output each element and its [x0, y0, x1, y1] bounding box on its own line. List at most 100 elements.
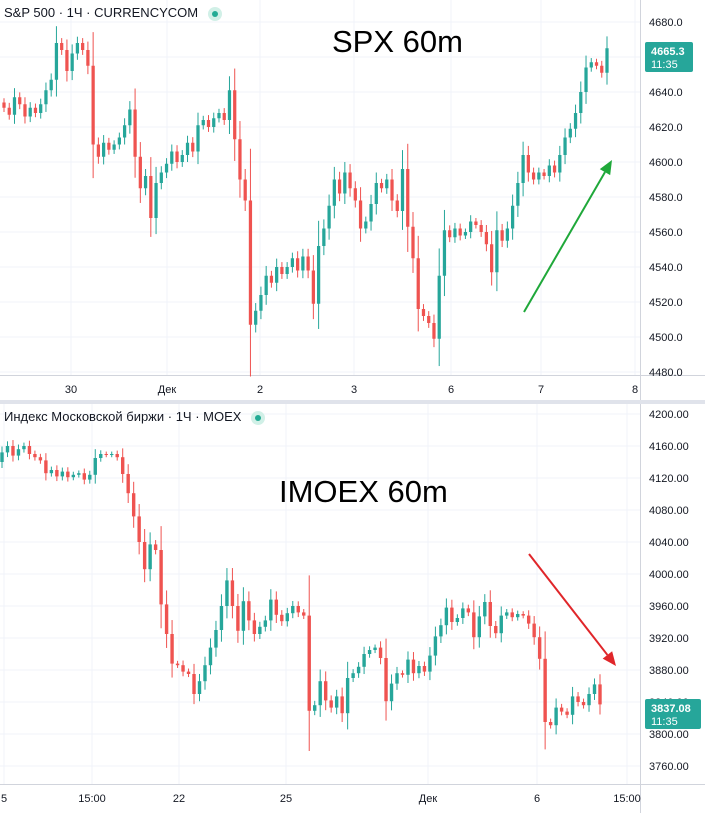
- candle[interactable]: [164, 163, 169, 173]
- candle[interactable]: [378, 647, 383, 658]
- candle[interactable]: [75, 43, 80, 54]
- candle[interactable]: [142, 542, 147, 570]
- candle[interactable]: [332, 179, 336, 206]
- candle[interactable]: [505, 228, 509, 241]
- candle[interactable]: [258, 626, 262, 634]
- candle[interactable]: [112, 144, 116, 150]
- candle[interactable]: [385, 179, 389, 189]
- candle[interactable]: [581, 702, 586, 706]
- candle[interactable]: [600, 65, 604, 73]
- candle[interactable]: [458, 228, 462, 236]
- candle[interactable]: [353, 188, 357, 201]
- spx-chart-panel[interactable]: 4680.04660.04640.04620.04600.04580.04560…: [0, 0, 705, 400]
- candle[interactable]: [296, 606, 300, 613]
- candle[interactable]: [170, 151, 174, 164]
- candle[interactable]: [433, 636, 438, 656]
- candle[interactable]: [516, 183, 520, 206]
- candle[interactable]: [477, 616, 482, 638]
- candle[interactable]: [472, 612, 476, 638]
- candle[interactable]: [406, 659, 410, 675]
- candle[interactable]: [107, 142, 111, 150]
- candle[interactable]: [88, 474, 92, 480]
- candle[interactable]: [0, 452, 4, 462]
- candle[interactable]: [411, 659, 416, 674]
- candle[interactable]: [33, 107, 38, 113]
- candle[interactable]: [143, 176, 148, 189]
- candle[interactable]: [186, 671, 191, 674]
- candle[interactable]: [12, 97, 17, 115]
- candle[interactable]: [592, 684, 597, 694]
- candle[interactable]: [453, 228, 457, 238]
- candle[interactable]: [264, 275, 268, 295]
- candle[interactable]: [227, 90, 232, 120]
- candle[interactable]: [307, 615, 311, 711]
- candle[interactable]: [461, 608, 465, 618]
- candle[interactable]: [201, 120, 205, 126]
- candle[interactable]: [203, 665, 207, 682]
- candle[interactable]: [259, 295, 263, 311]
- candle[interactable]: [2, 102, 6, 108]
- candle[interactable]: [334, 696, 339, 708]
- candle[interactable]: [499, 615, 503, 634]
- candle[interactable]: [364, 221, 368, 229]
- candle[interactable]: [252, 620, 257, 634]
- candle[interactable]: [241, 601, 246, 631]
- candle[interactable]: [110, 454, 114, 455]
- imoex-chart-svg[interactable]: 4200.00 4160.00 4120.00 4080.00 4040.00 4000.…: [0, 404, 705, 813]
- candle[interactable]: [291, 606, 295, 614]
- candle[interactable]: [526, 155, 530, 173]
- candle[interactable]: [49, 470, 54, 474]
- candle[interactable]: [71, 474, 76, 478]
- candle[interactable]: [343, 172, 347, 194]
- candle[interactable]: [495, 230, 499, 273]
- candle[interactable]: [547, 165, 551, 177]
- candle[interactable]: [563, 137, 567, 156]
- candle[interactable]: [120, 457, 125, 474]
- candle[interactable]: [7, 107, 11, 115]
- candle[interactable]: [367, 650, 372, 654]
- candle[interactable]: [584, 67, 588, 93]
- candle[interactable]: [537, 637, 542, 659]
- candle[interactable]: [44, 90, 48, 105]
- candle[interactable]: [22, 446, 26, 450]
- candle[interactable]: [301, 256, 305, 271]
- candle[interactable]: [65, 50, 69, 71]
- candle[interactable]: [128, 109, 132, 126]
- candle[interactable]: [208, 647, 213, 666]
- candle[interactable]: [421, 309, 426, 316]
- candle[interactable]: [5, 446, 10, 453]
- candle[interactable]: [548, 722, 553, 726]
- imoex-chart-panel[interactable]: 4200.00 4160.00 4120.00 4080.00 4040.00 4000.…: [0, 404, 705, 813]
- candle[interactable]: [233, 90, 237, 140]
- candle[interactable]: [23, 104, 27, 117]
- candle[interactable]: [55, 470, 59, 477]
- candle[interactable]: [384, 658, 388, 702]
- candle[interactable]: [164, 604, 169, 634]
- candle[interactable]: [148, 544, 152, 570]
- candle[interactable]: [358, 200, 363, 229]
- candle[interactable]: [137, 516, 141, 542]
- candle[interactable]: [573, 113, 578, 129]
- candle[interactable]: [422, 666, 427, 672]
- candle[interactable]: [126, 474, 130, 494]
- candle[interactable]: [469, 221, 473, 233]
- candle[interactable]: [222, 113, 226, 120]
- candle[interactable]: [594, 62, 599, 66]
- candle[interactable]: [280, 267, 284, 274]
- candle[interactable]: [296, 258, 300, 271]
- candle[interactable]: [374, 183, 378, 204]
- candle[interactable]: [466, 608, 471, 613]
- candle[interactable]: [505, 612, 509, 616]
- candle[interactable]: [54, 43, 59, 80]
- candle[interactable]: [510, 612, 514, 618]
- candle[interactable]: [463, 232, 468, 236]
- candle[interactable]: [60, 43, 64, 50]
- candle[interactable]: [263, 620, 268, 627]
- candle[interactable]: [248, 200, 253, 325]
- candle[interactable]: [131, 493, 136, 517]
- candle[interactable]: [542, 172, 546, 177]
- candle[interactable]: [379, 183, 384, 189]
- candle[interactable]: [243, 179, 247, 201]
- candle[interactable]: [16, 449, 21, 456]
- candle[interactable]: [589, 62, 593, 68]
